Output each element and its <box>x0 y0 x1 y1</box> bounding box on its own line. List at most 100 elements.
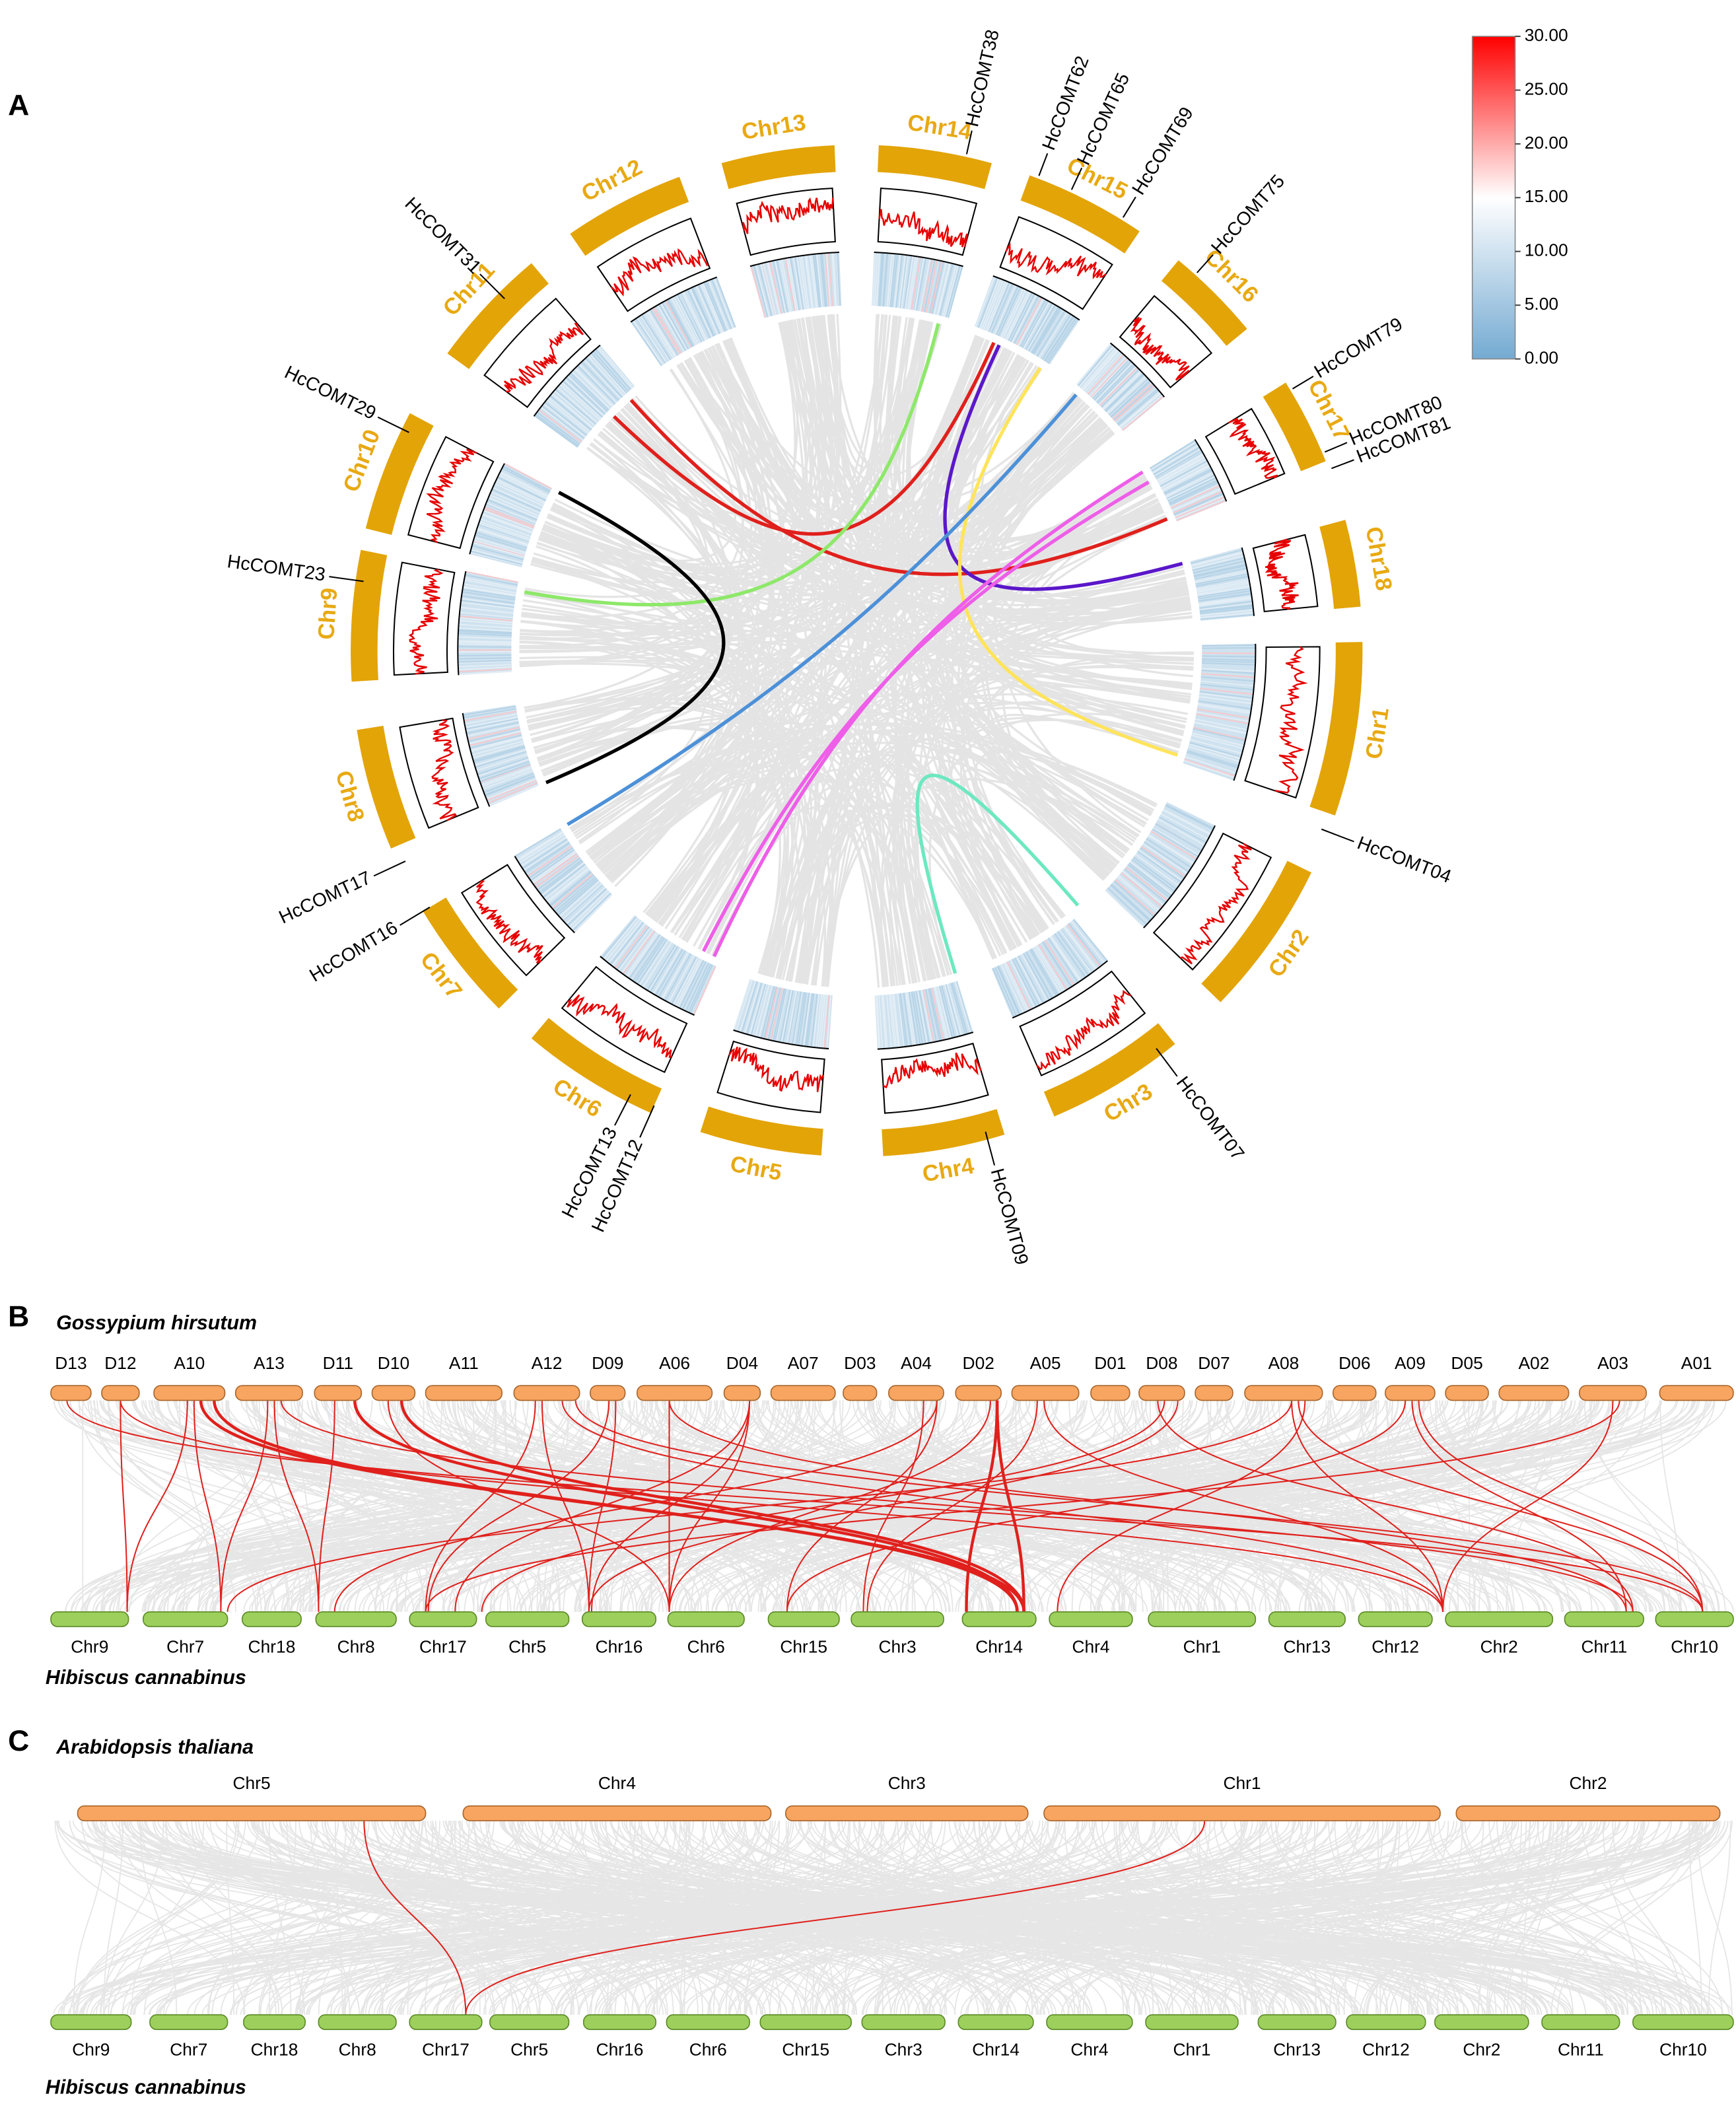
density-stripe <box>470 737 523 752</box>
density-stripe <box>478 761 530 780</box>
density-stripe <box>617 927 651 971</box>
density-stripe <box>486 778 537 800</box>
density-stripe <box>459 612 513 619</box>
density-stripe <box>1006 291 1031 341</box>
density-stripe <box>537 857 581 891</box>
density-stripe <box>596 347 633 389</box>
density-stripe <box>1087 353 1125 395</box>
chromosome-label: Chr5 <box>233 1773 271 1793</box>
synteny-link <box>739 1400 1412 1612</box>
synteny-link <box>1239 1821 1538 2015</box>
density-stripe <box>458 660 512 663</box>
synteny-link <box>450 1821 1078 2015</box>
density-stripe <box>514 828 561 857</box>
density-stripe <box>786 991 798 1044</box>
synteny-link <box>1384 1821 1636 2015</box>
track-frame <box>469 463 505 555</box>
synteny-link <box>401 1400 1449 1612</box>
density-stripe <box>816 254 823 308</box>
density-stripe <box>1201 662 1255 666</box>
density-stripe <box>713 277 734 329</box>
species-label: Arabidopsis thaliana <box>55 1736 254 1759</box>
density-stripe <box>577 365 616 405</box>
chromosome-bar <box>485 1611 570 1627</box>
density-stripe <box>1202 644 1256 647</box>
density-stripe <box>914 257 925 311</box>
density-stripe <box>481 514 533 534</box>
synteny-link <box>1416 1400 1610 1612</box>
track-frame <box>533 344 601 417</box>
chromosome-bar <box>1319 520 1361 610</box>
density-stripe <box>469 734 522 749</box>
density-stripe <box>481 767 532 788</box>
synteny-link <box>695 316 827 530</box>
synteny-link <box>899 1821 1455 2015</box>
synteny-link <box>1524 1821 1558 2015</box>
density-stripe <box>458 629 512 634</box>
density-stripe <box>1073 919 1108 962</box>
collinear-gene-link <box>425 1400 1620 1612</box>
density-stripe <box>891 994 899 1048</box>
gc-line <box>1130 316 1190 381</box>
synteny-link <box>755 1400 1132 1612</box>
track-frame <box>514 856 575 934</box>
synteny-link <box>938 748 1128 949</box>
chromosome-label: A01 <box>1681 1353 1712 1373</box>
density-stripe <box>675 958 701 1007</box>
density-stripe <box>945 265 961 318</box>
chromosome-bar <box>1455 1805 1721 1821</box>
density-stripe <box>930 987 944 1041</box>
density-stripe <box>1101 368 1140 408</box>
density-stripe <box>466 719 519 732</box>
chromosome-label: Chr10 <box>1671 1636 1718 1656</box>
synteny-link <box>479 1821 858 2015</box>
density-stripe <box>559 384 600 421</box>
synteny-link <box>289 1400 1058 1612</box>
density-stripe <box>1149 439 1196 470</box>
density-stripe <box>1158 456 1206 484</box>
density-stripe <box>464 577 518 588</box>
synteny-link <box>569 762 786 974</box>
density-stripe <box>1089 356 1127 397</box>
density-stripe <box>1197 588 1251 598</box>
synteny-link <box>538 714 802 975</box>
synteny-link <box>586 446 1161 562</box>
chromosome-bar <box>1385 1385 1436 1401</box>
density-stripe <box>578 363 617 403</box>
synteny-link <box>1268 1821 1721 2015</box>
density-stripe <box>485 502 536 524</box>
density-stripe <box>524 841 570 872</box>
density-stripe <box>1004 962 1029 1011</box>
density-stripe <box>1200 680 1255 687</box>
density-stripe <box>994 967 1018 1017</box>
density-stripe <box>482 769 534 790</box>
chromosome-bar <box>447 263 549 369</box>
synteny-link <box>389 1821 1718 2015</box>
density-stripe <box>563 378 604 417</box>
density-stripe <box>1033 947 1062 994</box>
density-stripe <box>1060 928 1094 973</box>
synteny-link <box>1472 1400 1540 1612</box>
line-track-frame <box>1152 832 1272 971</box>
chromosome-label: Chr8 <box>339 2040 376 2060</box>
density-stripe <box>487 499 538 521</box>
synteny-link <box>281 1400 696 1612</box>
density-stripe <box>458 670 512 676</box>
synteny-link <box>596 1821 682 2015</box>
synteny-link <box>794 1821 1517 2015</box>
density-stripe <box>478 523 530 542</box>
density-stripe <box>921 259 933 312</box>
synteny-link <box>586 320 925 855</box>
density-stripe <box>1020 299 1047 347</box>
density-stripe <box>470 736 522 751</box>
synteny-link <box>955 1821 1160 2015</box>
synteny-link <box>660 395 1078 927</box>
chromosome-bar <box>1161 260 1247 346</box>
synteny-link <box>609 743 781 936</box>
chromosome-label: Chr7 <box>170 2040 207 2060</box>
synteny-link <box>962 777 1112 938</box>
density-stripe <box>523 840 569 871</box>
density-stripe <box>540 406 584 440</box>
density-stripe <box>1057 931 1090 976</box>
track-frame <box>992 275 1080 321</box>
